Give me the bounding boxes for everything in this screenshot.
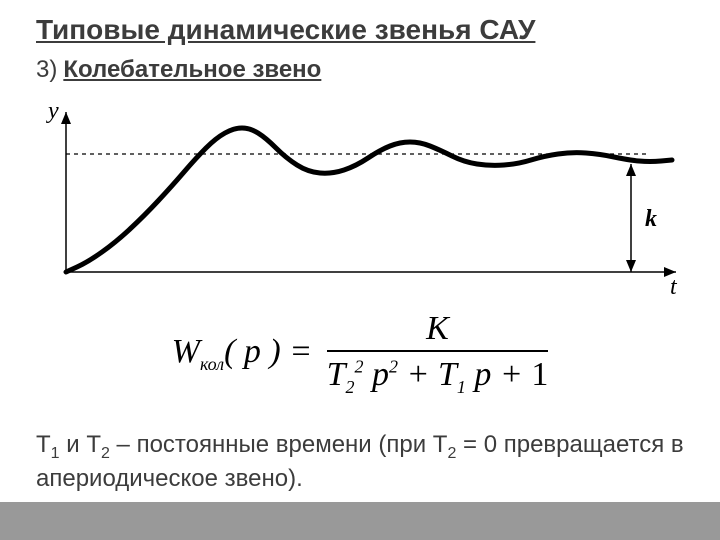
den-p1: p	[474, 356, 491, 393]
den-T2-sub: 2	[346, 377, 355, 397]
formula-fraction: K T22 p2 + T1 p + 1	[327, 310, 549, 398]
y-axis-label: y	[46, 98, 59, 124]
transfer-function-formula: Wкол( p ) = K T22 p2 + T1 p + 1	[0, 310, 720, 398]
formula-W: W	[172, 333, 200, 370]
den-T1: T	[438, 356, 457, 393]
page-title: Типовые динамические звенья САУ	[36, 14, 535, 46]
formula-arg: ( p ) =	[224, 333, 312, 370]
note-mid: – постоянные времени (при T	[110, 431, 448, 458]
oscillation-chart: y t k	[36, 94, 684, 294]
den-p2: p	[372, 356, 389, 393]
den-T1-sub: 1	[457, 377, 466, 397]
note-T1: T	[36, 431, 51, 458]
formula-W-sub: кол	[200, 354, 224, 374]
x-axis-label: t	[670, 274, 678, 294]
formula-numerator: K	[327, 310, 549, 352]
chart-svg: y t k	[36, 94, 684, 294]
subtitle: 3)Колебательное звено	[36, 56, 321, 84]
slide: Типовые динамические звенья САУ 3)Колеба…	[0, 0, 720, 540]
den-plus2: +	[491, 356, 531, 393]
den-plus1: +	[398, 356, 438, 393]
den-T2: T	[327, 356, 346, 393]
den-p2-sup: 2	[389, 357, 398, 377]
k-arrow-bottom	[626, 260, 636, 272]
k-arrow-top	[626, 164, 636, 176]
formula-lhs: Wкол( p ) =	[172, 333, 313, 375]
time-constants-note: T1 и T2 – постоянные времени (при T2 = 0…	[36, 430, 684, 494]
note-and: и T	[60, 431, 101, 458]
note-sub2: 2	[101, 445, 110, 462]
den-one: 1	[531, 356, 548, 393]
subtitle-number: 3)	[36, 56, 57, 83]
k-label: k	[645, 206, 657, 232]
y-axis-arrowhead	[61, 112, 71, 124]
response-curve	[66, 128, 672, 272]
subtitle-label: Колебательное звено	[63, 56, 321, 83]
formula-denominator: T22 p2 + T1 p + 1	[327, 352, 549, 398]
den-T2-sup: 2	[355, 357, 364, 377]
note-sub1: 1	[51, 445, 60, 462]
footer-bar	[0, 502, 720, 540]
